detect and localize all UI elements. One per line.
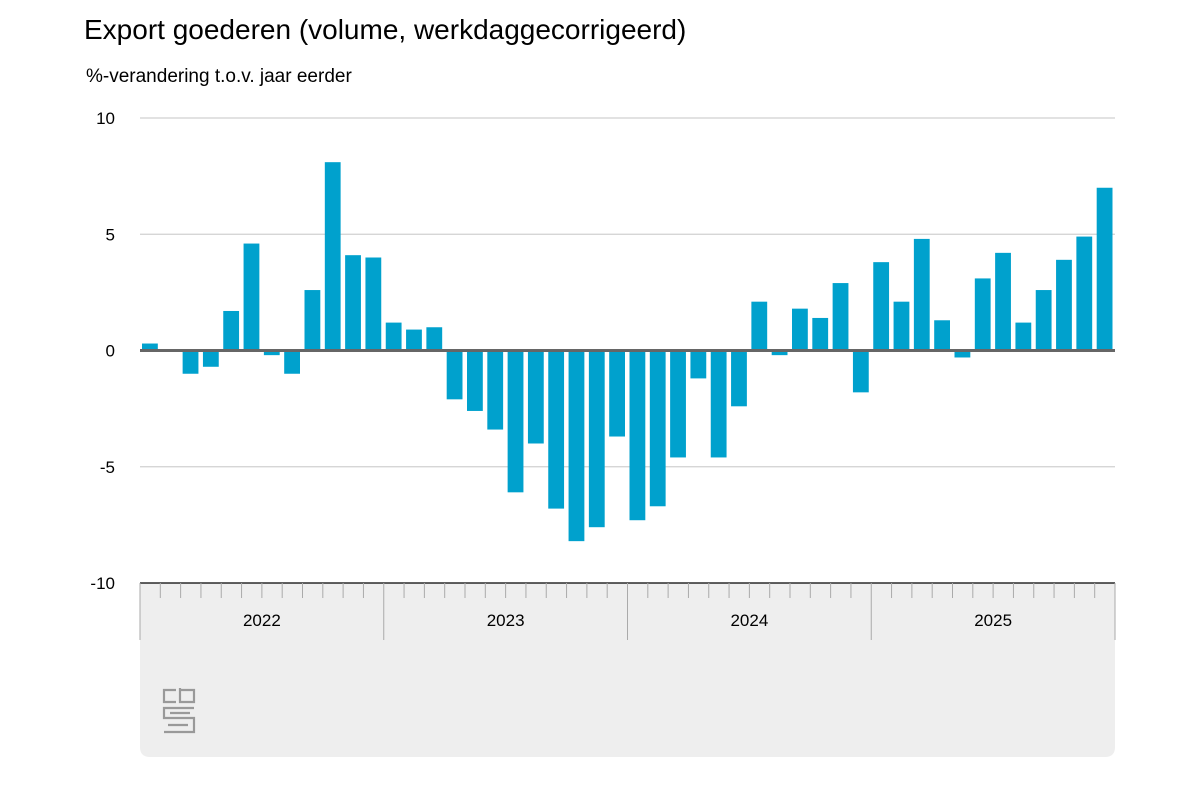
x-tick-label: 2022 (243, 611, 281, 630)
bar (1015, 322, 1032, 351)
bar (954, 350, 971, 358)
bar (690, 350, 707, 379)
x-tick-label: 2024 (730, 611, 768, 630)
cbs-logo (162, 688, 196, 734)
bar (812, 317, 829, 351)
bar (588, 350, 605, 528)
bar (182, 350, 199, 374)
bar (202, 350, 219, 367)
bar (873, 262, 890, 351)
bar (527, 350, 544, 444)
bar (304, 290, 321, 351)
bar (426, 327, 443, 351)
bar (1056, 259, 1072, 351)
bar (1035, 290, 1052, 351)
bar (365, 257, 382, 351)
bar (832, 283, 849, 351)
bar (792, 308, 808, 351)
bar (568, 350, 585, 542)
bar (467, 350, 483, 411)
y-tick-label: -5 (100, 458, 115, 477)
bar (548, 350, 565, 509)
y-tick-label: 10 (96, 109, 115, 128)
bar (771, 350, 788, 356)
bar (731, 350, 747, 407)
bar (345, 255, 361, 351)
bar (629, 350, 646, 521)
y-axis-label: %-verandering t.o.v. jaar eerder (86, 66, 352, 87)
bar (751, 301, 768, 351)
x-tick-label: 2023 (487, 611, 525, 630)
bar (223, 310, 240, 351)
bar (406, 329, 422, 351)
bar (243, 243, 260, 351)
chart-title: Export goederen (volume, werkdaggecorrig… (84, 14, 687, 45)
bar (670, 350, 686, 458)
bar (609, 350, 625, 437)
bar (934, 320, 950, 351)
bar (446, 350, 463, 400)
bar (1076, 236, 1093, 351)
bar (913, 238, 930, 351)
bar (142, 343, 158, 351)
x-tick-label: 2025 (974, 611, 1012, 630)
bar (852, 350, 869, 393)
bar (263, 350, 280, 356)
bar (507, 350, 524, 493)
y-tick-label: -10 (90, 574, 115, 593)
bar (1096, 187, 1113, 351)
bar (649, 350, 666, 507)
bar (385, 322, 402, 351)
y-tick-label: 0 (106, 342, 115, 361)
bar (710, 350, 727, 458)
bar (893, 301, 910, 351)
y-tick-label: 5 (106, 225, 115, 244)
bar (324, 162, 341, 351)
bar (284, 350, 300, 374)
bar (995, 252, 1011, 351)
bar (974, 278, 991, 351)
bar (487, 350, 504, 430)
